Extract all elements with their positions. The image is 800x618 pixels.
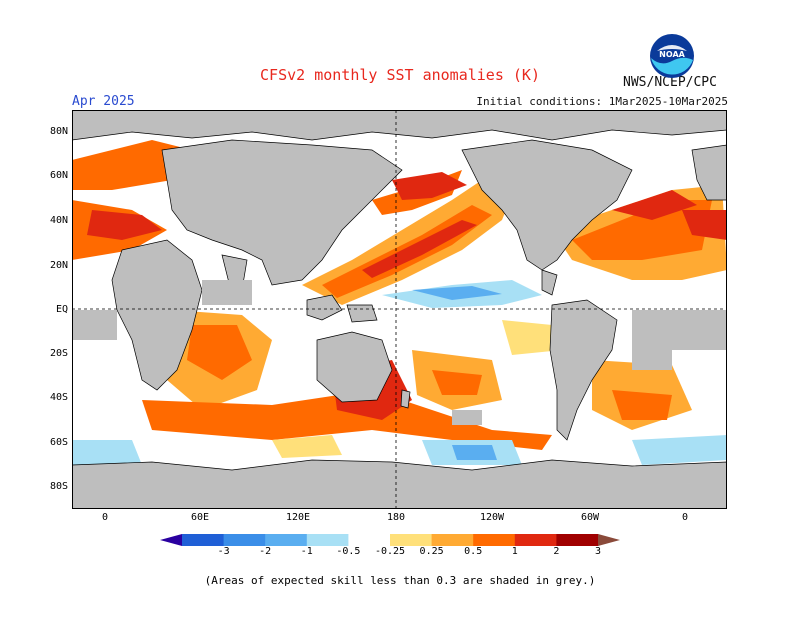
colorbar-label: -3 (217, 546, 230, 557)
colorbar-arrow-high (598, 534, 620, 546)
colorbar-label: 2 (553, 546, 560, 557)
colorbar-label: 3 (594, 546, 602, 557)
lon-label: 120W (479, 512, 505, 523)
colorbar-segment (348, 534, 391, 546)
lon-label: 0 (681, 512, 689, 523)
colorbar-label: 0.5 (464, 546, 483, 557)
colorbar-segment (182, 534, 225, 546)
map-frame (72, 110, 727, 509)
anomaly-field (72, 140, 727, 465)
initial-conditions-label: Initial conditions: 1Mar2025-10Mar2025 (476, 95, 728, 108)
lat-label: 60N (49, 170, 68, 181)
colorbar-label: 1 (511, 546, 518, 557)
lat-label: 40N (49, 215, 68, 226)
footnote: (Areas of expected skill less than 0.3 a… (204, 574, 596, 587)
colorbar (160, 534, 620, 546)
lat-label: 80S (49, 481, 68, 492)
noaa-logo: NOAA (650, 34, 694, 78)
agency-label: NWS/NCEP/CPC (623, 75, 717, 90)
colorbar-segment (473, 534, 516, 546)
land-masses (72, 110, 727, 509)
chart-title: CFSv2 monthly SST anomalies (K) (260, 66, 540, 84)
lat-label: 20S (49, 348, 68, 359)
lat-label: 40S (49, 392, 68, 403)
lon-label: 120E (285, 512, 311, 523)
lon-label: 0 (101, 512, 109, 523)
lat-label: 20N (49, 260, 68, 271)
colorbar-segment (265, 534, 308, 546)
lon-label: 60W (580, 512, 600, 523)
colorbar-label: -0.5 (336, 546, 361, 557)
colorbar-segment (514, 534, 557, 546)
noaa-logo-text: NOAA (659, 50, 685, 59)
colorbar-label: -2 (259, 546, 272, 557)
colorbar-label: 0.25 (419, 546, 444, 557)
colorbar-label: -1 (300, 546, 313, 557)
sst-anomaly-map (72, 110, 727, 509)
colorbar-label: -0.25 (374, 546, 406, 557)
colorbar-segment (390, 534, 433, 546)
colorbar-segment (431, 534, 474, 546)
valid-month-label: Apr 2025 (72, 94, 135, 109)
colorbar-segment (556, 534, 599, 546)
colorbar-arrow-low (160, 534, 182, 546)
lat-label: EQ (55, 304, 68, 315)
low-skill-shading (72, 280, 727, 425)
lat-label: 60S (49, 437, 68, 448)
lon-label: 180 (386, 512, 406, 523)
lat-label: 80N (49, 126, 68, 137)
colorbar-segment (223, 534, 266, 546)
lon-label: 60E (190, 512, 210, 523)
colorbar-segment (306, 534, 349, 546)
